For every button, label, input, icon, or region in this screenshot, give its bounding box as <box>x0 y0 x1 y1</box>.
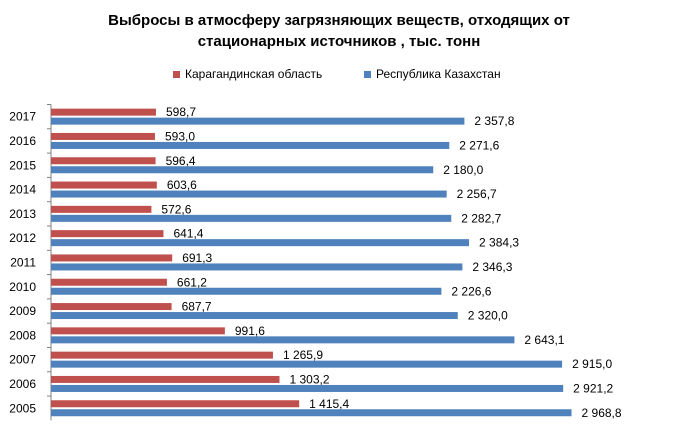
y-tick-label: 2007 <box>9 353 36 367</box>
y-tick-label: 2013 <box>9 207 36 221</box>
bar-kazakhstan <box>51 239 470 247</box>
bar-karaganda <box>51 303 172 311</box>
data-label-karaganda: 572,6 <box>161 202 191 216</box>
data-label-karaganda: 691,3 <box>182 251 212 265</box>
legend-item-karaganda: Карагандинская область <box>173 67 322 81</box>
bar-karaganda <box>51 132 155 140</box>
bar-karaganda <box>51 230 164 238</box>
data-label-kazakhstan: 2 915,0 <box>572 357 612 371</box>
legend-label-kazakhstan: Республика Казахстан <box>376 67 501 81</box>
y-tick-label: 2009 <box>9 304 36 318</box>
data-label-kazakhstan: 2 256,7 <box>457 187 497 201</box>
data-label-kazakhstan: 2 357,8 <box>474 114 514 128</box>
data-label-kazakhstan: 2 643,1 <box>524 333 564 347</box>
data-label-karaganda: 1 265,9 <box>283 348 323 362</box>
y-tick-label: 2012 <box>9 231 36 245</box>
bar-karaganda <box>51 157 156 165</box>
data-label-karaganda: 641,4 <box>173 227 203 241</box>
bar-kazakhstan <box>51 336 515 344</box>
bar-karaganda <box>51 375 280 383</box>
y-tick-label: 2015 <box>9 158 36 172</box>
y-tick-label: 2011 <box>10 255 36 269</box>
bar-kazakhstan <box>51 312 458 320</box>
data-label-karaganda: 598,7 <box>166 105 196 119</box>
bar-kazakhstan <box>51 190 447 198</box>
bar-kazakhstan <box>51 141 450 149</box>
bar-kazakhstan <box>51 287 442 295</box>
y-tick-label: 2014 <box>9 183 36 197</box>
data-label-karaganda: 991,6 <box>235 324 265 338</box>
bar-karaganda <box>51 327 225 335</box>
data-label-kazakhstan: 2 271,6 <box>459 138 499 152</box>
bar-karaganda <box>51 278 167 286</box>
legend-item-kazakhstan: Республика Казахстан <box>364 67 501 81</box>
legend-label-karaganda: Карагандинская область <box>185 67 323 81</box>
bar-karaganda <box>51 351 273 359</box>
data-label-kazakhstan: 2 384,3 <box>479 236 519 250</box>
bar-kazakhstan <box>51 214 452 222</box>
data-label-kazakhstan: 2 968,8 <box>582 406 622 420</box>
data-label-karaganda: 1 415,4 <box>309 397 349 411</box>
data-label-karaganda: 593,0 <box>165 129 195 143</box>
y-tick-label: 2016 <box>9 134 36 148</box>
bar-karaganda <box>51 205 152 213</box>
bar-kazakhstan <box>51 117 465 125</box>
data-label-kazakhstan: 2 180,0 <box>443 163 483 177</box>
bar-kazakhstan <box>51 360 563 368</box>
bar-kazakhstan <box>51 263 463 271</box>
legend-swatch-kazakhstan <box>364 70 371 78</box>
bar-karaganda <box>51 400 300 408</box>
bar-karaganda <box>51 181 157 189</box>
legend-swatch-karaganda <box>173 70 180 78</box>
data-label-kazakhstan: 2 282,7 <box>461 211 501 225</box>
data-label-kazakhstan: 2 320,0 <box>468 309 508 323</box>
data-label-karaganda: 596,4 <box>166 154 196 168</box>
y-tick-label: 2017 <box>9 110 36 124</box>
y-tick-label: 2010 <box>9 280 36 294</box>
bar-kazakhstan <box>51 166 434 174</box>
bar-kazakhstan <box>51 409 572 417</box>
data-label-kazakhstan: 2 346,3 <box>472 260 512 274</box>
data-label-karaganda: 1 303,2 <box>289 372 329 386</box>
bar-karaganda <box>51 108 156 116</box>
chart-title-line-2: стационарных источников , тыс. тонн <box>197 33 481 50</box>
data-label-karaganda: 661,2 <box>177 275 207 289</box>
chart-legend: Карагандинская область Республика Казахс… <box>0 67 678 83</box>
chart-title-line-1: Выбросы в атмосферу загрязняющих веществ… <box>108 12 570 29</box>
y-tick-label: 2006 <box>9 377 36 391</box>
chart-title: Выбросы в атмосферу загрязняющих веществ… <box>0 10 678 52</box>
data-label-karaganda: 687,7 <box>182 300 212 314</box>
bar-karaganda <box>51 254 173 262</box>
y-tick-label: 2008 <box>9 328 36 342</box>
data-label-karaganda: 603,6 <box>167 178 197 192</box>
y-tick-label: 2005 <box>9 401 36 415</box>
bar-kazakhstan <box>51 384 564 392</box>
data-label-kazakhstan: 2 226,6 <box>451 284 491 298</box>
data-label-kazakhstan: 2 921,2 <box>573 381 613 395</box>
